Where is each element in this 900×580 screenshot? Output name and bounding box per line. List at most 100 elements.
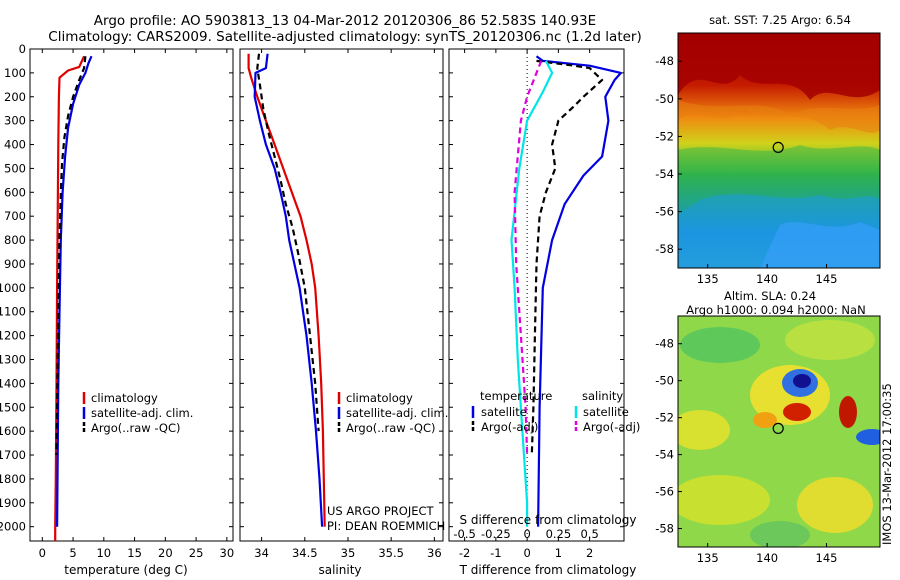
- y-tick-label: 1800: [0, 472, 26, 486]
- x-tick-label: 35.5: [378, 546, 404, 560]
- y-tick-label: 1900: [0, 496, 26, 510]
- argo-location-marker: [772, 422, 784, 434]
- map-y-tick-label: -50: [655, 374, 674, 388]
- salinity-series-argo-raw-qc-: [256, 53, 320, 432]
- y-tick-label: 200: [4, 90, 26, 104]
- sla-title-line1: Altim. SLA: 0.24: [724, 289, 816, 303]
- temperature-xlabel: temperature (deg C): [64, 563, 187, 577]
- salinity-legend: climatology satellite-adj. clim. Argo(..…: [337, 391, 448, 435]
- y-tick-label: 700: [4, 209, 26, 223]
- difference-top-label: S difference from climatology: [460, 513, 637, 527]
- legend-t-satellite: satellite: [481, 405, 527, 419]
- difference-series-satellite: [535, 55, 623, 527]
- legend-argo: Argo(..raw -QC): [346, 421, 436, 435]
- credit-line1: US ARGO PROJECT: [327, 504, 435, 518]
- legend-argo: Argo(..raw -QC): [91, 421, 181, 435]
- x-tick-label: 34: [254, 546, 269, 560]
- y-tick-label: 1400: [0, 376, 26, 390]
- sla-title-line2: Argo h1000: 0.094 h2000: NaN: [686, 303, 865, 317]
- legend-header-temperature: temperature: [480, 389, 552, 403]
- x-tick-label: 34.5: [292, 546, 318, 560]
- x-tick-label: 20: [158, 546, 173, 560]
- y-tick-label: 900: [4, 257, 26, 271]
- map-y-tick-label: -54: [655, 448, 674, 462]
- legend-t-argo: Argo(-adj): [481, 420, 538, 434]
- x-tick-label: -1: [490, 546, 501, 560]
- y-tick-label: 0: [19, 42, 26, 56]
- y-tick-label: 600: [4, 185, 26, 199]
- temperature-panel: [29, 48, 234, 542]
- difference-panel: [448, 48, 625, 542]
- x-tick-label: 2: [586, 546, 593, 560]
- sla-map-frame: [677, 315, 881, 548]
- x-tick-label: 35: [341, 546, 356, 560]
- x-tick-label: 1: [555, 546, 562, 560]
- x-tick-label: -2: [459, 546, 470, 560]
- map-y-tick-label: -52: [655, 129, 674, 143]
- y-tick-label: 400: [4, 138, 26, 152]
- sst-title: sat. SST: 7.25 Argo: 6.54: [709, 13, 851, 27]
- salinity-panel: [239, 48, 444, 542]
- y-tick-label: 800: [4, 233, 26, 247]
- x-tick-label: 36: [427, 546, 442, 560]
- legend-satellite: satellite-adj. clim.: [346, 406, 448, 420]
- argo-location-marker: [772, 141, 784, 153]
- y-tick-label: 2000: [0, 520, 26, 534]
- legend-climatology: climatology: [346, 391, 413, 405]
- map-y-tick-label: -50: [655, 92, 674, 106]
- map-x-tick-label: 135: [697, 551, 719, 565]
- temperature-legend: climatology satellite-adj. clim. Argo(..…: [82, 391, 193, 435]
- map-y-tick-label: -56: [655, 205, 674, 219]
- y-tick-label: 300: [4, 114, 26, 128]
- salinity-xlabel: salinity: [318, 563, 361, 577]
- x-tick-label: 0: [523, 546, 530, 560]
- y-tick-label: 1200: [0, 329, 26, 343]
- map-y-tick-label: -48: [655, 337, 674, 351]
- map-y-tick-label: -58: [655, 522, 674, 536]
- legend-satellite: satellite-adj. clim.: [91, 406, 193, 420]
- legend-s-satellite: satellite: [583, 405, 629, 419]
- figure-title-line1: Argo profile: AO 5903813_13 04-Mar-2012 …: [93, 13, 597, 29]
- sst-map-frame: [677, 32, 881, 269]
- y-tick-label: 1300: [0, 352, 26, 366]
- y-tick-label: 1500: [0, 400, 26, 414]
- map-y-tick-label: -54: [655, 167, 674, 181]
- map-y-tick-label: -56: [655, 485, 674, 499]
- y-tick-label: 1000: [0, 281, 26, 295]
- temperature-series-argo-raw-qc-: [55, 56, 87, 456]
- map-x-tick-label: 145: [816, 551, 838, 565]
- top-tick-label: 0.25: [546, 527, 572, 541]
- imos-timestamp: IMOS 13-Mar-2012 17:00:35: [880, 383, 894, 545]
- map-y-tick-label: -48: [655, 54, 674, 68]
- y-tick-label: 1700: [0, 448, 26, 462]
- difference-series-salinity-satellite: [510, 60, 554, 527]
- figure-title-line2: Climatology: CARS2009. Satellite-adjuste…: [48, 29, 642, 45]
- y-tick-label: 1100: [0, 305, 26, 319]
- x-tick-label: 5: [69, 546, 76, 560]
- y-tick-label: 500: [4, 161, 26, 175]
- x-tick-label: 25: [189, 546, 204, 560]
- difference-legend: temperature salinity satellite Argo(-adj…: [471, 389, 640, 434]
- legend-climatology: climatology: [91, 391, 158, 405]
- difference-series-argo-adj-: [530, 59, 604, 456]
- sla-map: [678, 316, 880, 547]
- map-y-tick-label: -58: [655, 242, 674, 256]
- difference-series-salinity-argo-adj-: [513, 60, 543, 456]
- top-tick-label: 0.5: [580, 527, 598, 541]
- legend-s-argo: Argo(-adj): [583, 420, 640, 434]
- top-tick-label: -0.5: [453, 527, 475, 541]
- map-x-tick-label: 135: [697, 272, 719, 286]
- x-tick-label: 0: [39, 546, 46, 560]
- sst-map: [678, 33, 880, 268]
- x-tick-label: 10: [96, 546, 111, 560]
- x-tick-label: 15: [127, 546, 142, 560]
- top-tick-label: -0.25: [481, 527, 511, 541]
- map-y-tick-label: -52: [655, 411, 674, 425]
- map-x-tick-label: 140: [756, 551, 778, 565]
- map-x-tick-label: 145: [816, 272, 838, 286]
- map-x-tick-label: 140: [756, 272, 778, 286]
- temperature-series-climatology: [54, 55, 86, 541]
- difference-xlabel: T difference from climatology: [459, 563, 637, 577]
- y-tick-label: 100: [4, 66, 26, 80]
